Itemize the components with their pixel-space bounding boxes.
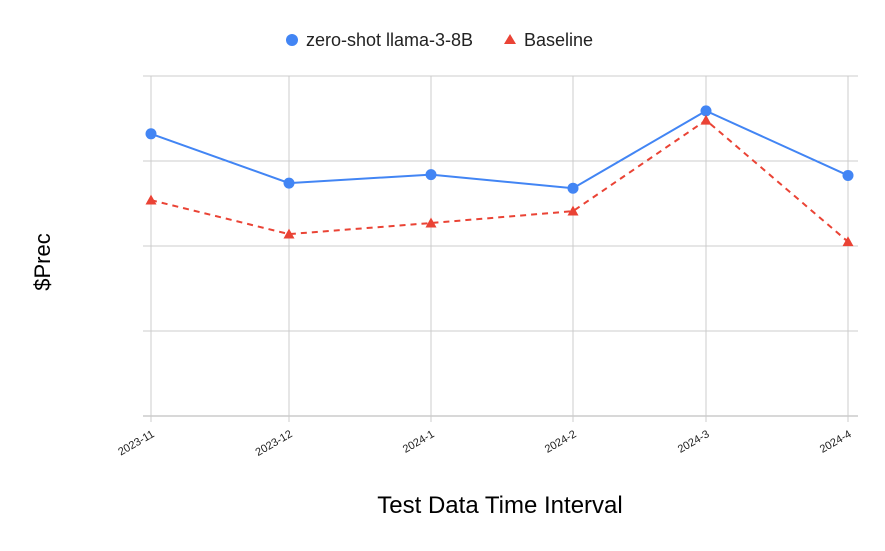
x-tick-label: 2023-11 — [116, 428, 156, 458]
series-line — [150, 118, 849, 243]
legend-label: Baseline — [524, 30, 593, 50]
x-tick-label: 2024-3 — [676, 428, 712, 456]
grid — [143, 75, 858, 422]
series-line — [150, 109, 849, 190]
data-point — [145, 128, 157, 140]
x-tick-label: 2023-12 — [254, 428, 295, 459]
data-point — [700, 114, 712, 125]
legend: zero-shot llama-3-8B Baseline — [286, 30, 593, 50]
legend-label: zero-shot llama-3-8B — [306, 30, 473, 50]
data-point — [425, 217, 437, 228]
data-point — [700, 105, 712, 117]
y-axis-label: $Prec — [30, 233, 55, 290]
data-point — [567, 205, 579, 216]
x-tick-label: 2024-1 — [401, 428, 437, 456]
data-point — [425, 169, 437, 181]
legend-marker — [504, 34, 516, 44]
x-tick-label: 2024-2 — [543, 428, 579, 456]
series-layer — [145, 105, 854, 247]
data-point — [145, 194, 157, 205]
data-point — [567, 182, 579, 194]
data-point — [283, 228, 295, 239]
legend-marker — [286, 34, 298, 46]
x-tick-label: 2024-4 — [818, 428, 854, 456]
x-tick-labels: 2023-11 2023-12 2024-1 2024-2 2024-3 2024-4 — [116, 428, 853, 459]
data-point — [842, 169, 854, 181]
x-axis-label: Test Data Time Interval — [377, 492, 622, 519]
data-point — [283, 177, 295, 189]
data-point — [842, 236, 854, 247]
